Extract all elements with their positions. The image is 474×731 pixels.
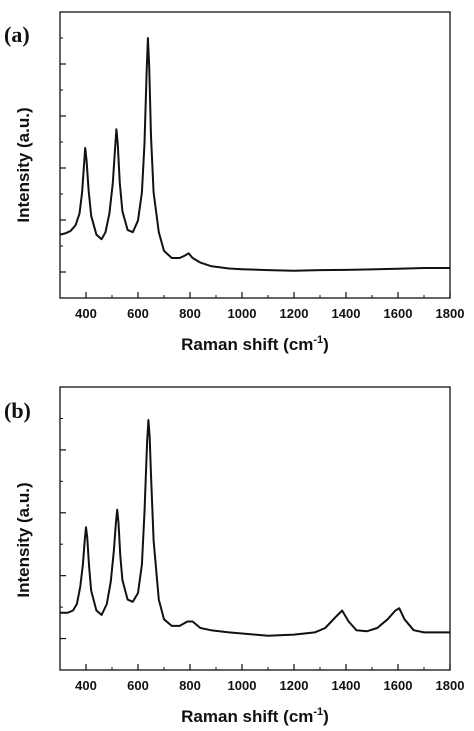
panel-b-x-tick-label: 1200 [280, 678, 309, 693]
panel-a-spectrum-line [59, 37, 450, 272]
panel-b-spectrum-line [60, 419, 450, 637]
panel-b-plot-frame [59, 386, 451, 671]
panel-b-x-axis-label-main: Raman shift (cm [181, 707, 313, 726]
panel-b-chart: (b) Intensity (a.u.) Raman shift (cm-1) … [4, 386, 465, 726]
panel-a-x-axis-label-close: ) [323, 335, 329, 354]
panel-b-x-tick-label: 800 [179, 678, 201, 693]
panel-b-label: (b) [4, 398, 31, 423]
panel-a-x-tick-label: 600 [127, 306, 149, 321]
panel-b-series [60, 419, 450, 637]
panel-a-x-tick-label: 1800 [436, 306, 465, 321]
panel-b-x-axis-label-sup: -1 [313, 706, 323, 718]
panel-b-y-axis-label: Intensity (a.u.) [14, 482, 33, 597]
panel-a-x-tick-label: 1400 [332, 306, 361, 321]
panel-a-x-tick-label: 400 [75, 306, 97, 321]
panel-b-x-tick-label: 400 [75, 678, 97, 693]
panel-a-x-axis-label-sup: -1 [313, 334, 323, 346]
panel-a-x-tick-label: 1200 [280, 306, 309, 321]
panel-b-x-tick-label: 1800 [436, 678, 465, 693]
panel-b-x-tick-label: 1000 [228, 678, 257, 693]
panel-b-x-tick-label: 1400 [332, 678, 361, 693]
panel-a-x-tick-label: 800 [179, 306, 201, 321]
panel-a-plot-frame [59, 11, 451, 299]
panel-b-x-axis-label-close: ) [323, 707, 329, 726]
panel-b-x-axis-label: Raman shift (cm-1) [181, 706, 329, 726]
panel-a-y-axis-label: Intensity (a.u.) [14, 107, 33, 222]
panel-b-ticks: 400 600 800 1000 1200 1400 1600 1800 [59, 417, 465, 693]
panel-a-chart: (a) Intensity (a.u.) Raman shift (cm-1) … [4, 11, 465, 354]
panel-a-x-tick-label: 1600 [384, 306, 413, 321]
panel-a-x-tick-label: 1000 [228, 306, 257, 321]
panel-a-series [59, 37, 450, 272]
panel-b-x-tick-label: 600 [127, 678, 149, 693]
panel-b-x-tick-label: 1600 [384, 678, 413, 693]
panel-a-label: (a) [4, 22, 30, 47]
panel-a-x-axis-label: Raman shift (cm-1) [181, 334, 329, 354]
panel-a-ticks: 400 600 800 1000 1200 1400 1600 1800 [59, 37, 465, 321]
panel-a-x-axis-label-main: Raman shift (cm [181, 335, 313, 354]
